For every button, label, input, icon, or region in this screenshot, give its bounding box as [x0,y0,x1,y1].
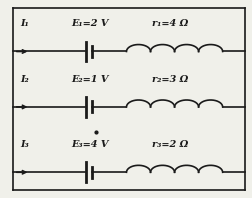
Text: I₃: I₃ [20,140,29,149]
Text: E₃=4 V: E₃=4 V [71,140,108,149]
Text: I₂: I₂ [20,75,29,84]
Text: r₃=2 Ω: r₃=2 Ω [151,140,187,149]
Text: I₁: I₁ [20,19,29,28]
Text: r₁=4 Ω: r₁=4 Ω [151,19,187,28]
Text: E₂=1 V: E₂=1 V [71,75,108,84]
Text: E₁=2 V: E₁=2 V [71,19,108,28]
Text: r₂=3 Ω: r₂=3 Ω [151,75,187,84]
